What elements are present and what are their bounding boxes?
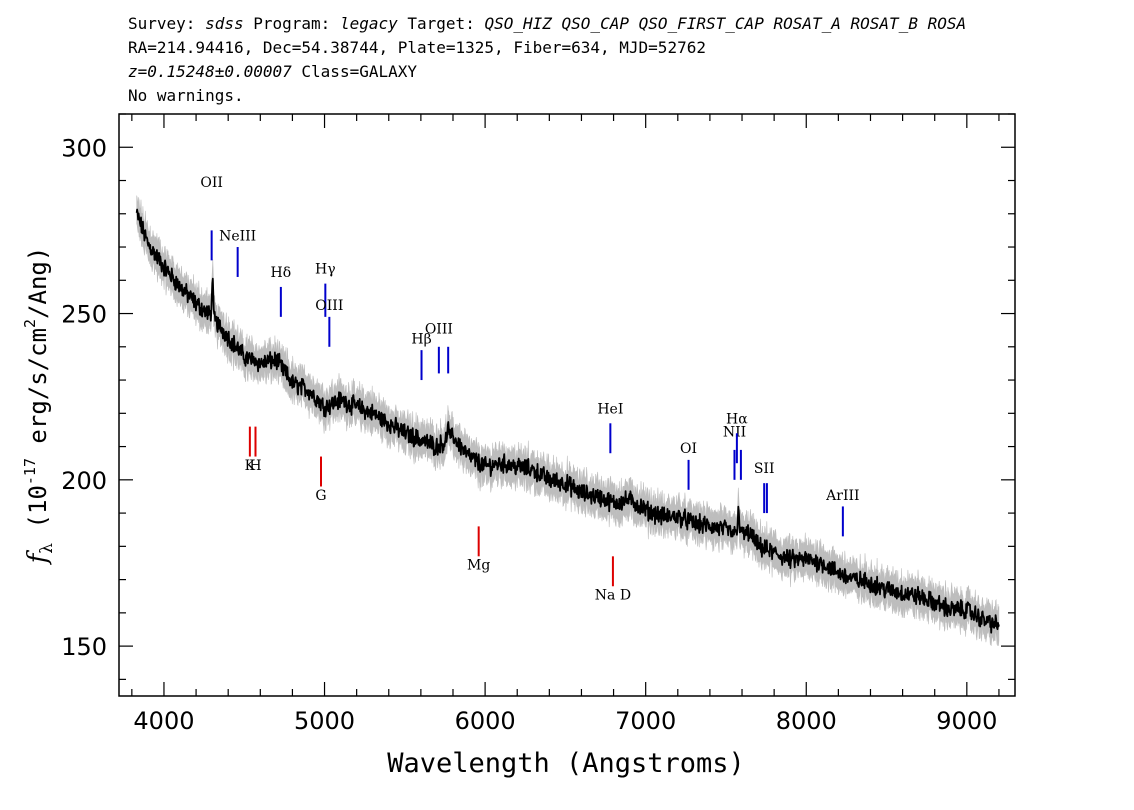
emission-line-label: ArIII xyxy=(825,488,859,504)
y-tick-label: 300 xyxy=(61,134,107,162)
emission-line-label: Hδ xyxy=(271,265,292,281)
class-value: Class=GALAXY xyxy=(301,62,417,81)
absorption-line-label: K xyxy=(245,458,256,474)
y-axis-label: fλ (10-17 erg/s/cm2/Ang) xyxy=(21,247,57,566)
svg-text:fλ (10-17 erg/s/cm2/Ang): fλ (10-17 erg/s/cm2/Ang) xyxy=(21,247,57,566)
flux-series xyxy=(135,208,1000,634)
y-label-part-3: /Ang) xyxy=(24,247,52,319)
emission-line-label: Hγ xyxy=(315,262,336,278)
x-tick-label: 8000 xyxy=(776,707,837,735)
emission-line-label: Hβ xyxy=(411,331,431,347)
x-tick-label: 7000 xyxy=(615,707,676,735)
emission-line-label: OI xyxy=(680,441,697,457)
emission-line-label: Hα xyxy=(726,411,748,427)
y-tick-label: 200 xyxy=(61,467,107,495)
error-band xyxy=(136,195,1000,646)
absorption-line-label: H xyxy=(249,458,261,474)
x-tick-label: 9000 xyxy=(936,707,997,735)
absorption-line-label: Na D xyxy=(595,588,631,604)
emission-line-label: SII xyxy=(754,461,775,477)
plot-frame xyxy=(118,113,1016,697)
axes: 4000 5000 6000 7000 8000 9000 150 200 250 300 xyxy=(61,113,1016,735)
header-line-4: No warnings. xyxy=(128,86,244,105)
y-label-part-2: erg/s/cm xyxy=(24,328,52,458)
y-label-part-1: (10 xyxy=(24,485,52,543)
y-tick-label: 250 xyxy=(61,301,107,329)
program-label: Program: xyxy=(253,14,331,33)
target-label: Target: xyxy=(407,14,475,33)
y-label-exponent-1: -17 xyxy=(21,458,39,485)
emission-line-label: NII xyxy=(723,425,746,441)
header-line-2: RA=214.94416, Dec=54.38744, Plate=1325, … xyxy=(128,38,706,57)
survey-label: Survey: xyxy=(128,14,196,33)
x-tick-label: 6000 xyxy=(455,707,516,735)
x-axis-label: Wavelength (Angstroms) xyxy=(387,748,745,779)
x-tick-label: 4000 xyxy=(133,707,194,735)
flux-line xyxy=(135,208,1000,634)
absorption-line-label: Mg xyxy=(467,558,490,574)
emission-line-label: HeI xyxy=(597,401,623,417)
x-tick-label: 5000 xyxy=(294,707,355,735)
header-line-1: Survey: sdss Program: legacy Target: QSO… xyxy=(128,14,966,33)
y-tick-label: 150 xyxy=(61,633,107,661)
error-band-area xyxy=(136,195,1000,646)
absorption-line-label: G xyxy=(315,488,326,504)
emission-line-label: OII xyxy=(200,175,223,191)
emission-line-label: OIII xyxy=(425,321,453,337)
header-line-3: z=0.15248±0.00007 Class=GALAXY xyxy=(128,62,417,81)
target-value: QSO_HIZ QSO_CAP QSO_FIRST_CAP ROSAT_A RO… xyxy=(484,14,967,33)
emission-line-label: NeIII xyxy=(219,228,256,244)
y-label-subscript: λ xyxy=(37,543,57,554)
program-value: legacy xyxy=(339,14,398,33)
y-label-exponent-2: 2 xyxy=(21,319,39,328)
survey-value: sdss xyxy=(205,14,244,33)
redshift-value: z=0.15248±0.00007 xyxy=(128,62,292,81)
emission-line-label: OIII xyxy=(315,298,343,314)
